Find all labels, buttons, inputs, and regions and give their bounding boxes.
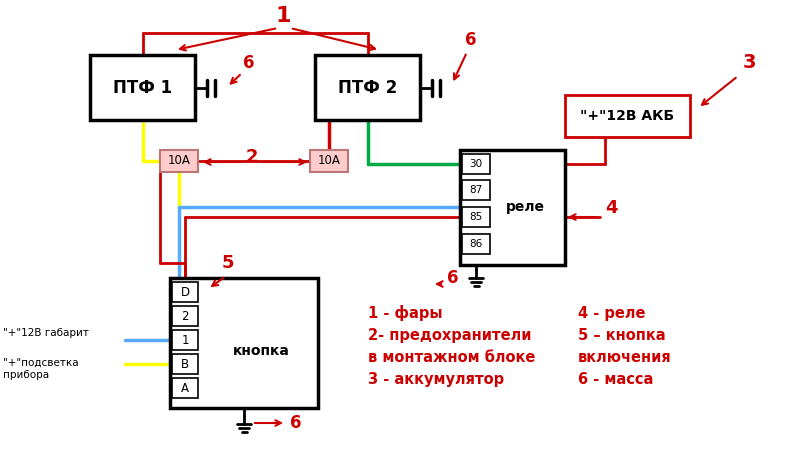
Text: 1 - фары: 1 - фары [368,305,442,321]
Text: 2: 2 [182,310,189,322]
Text: 2- предохранители: 2- предохранители [368,328,531,343]
Text: 1: 1 [275,6,290,26]
Text: 3: 3 [743,53,757,72]
Text: 10A: 10A [318,155,341,167]
Text: 85: 85 [470,212,482,222]
Bar [462,207,490,227]
Bar [310,150,348,172]
Text: 3 - аккумулятор: 3 - аккумулятор [368,372,504,387]
Text: A: A [181,382,189,394]
Text: включения: включения [578,350,672,365]
Bar [462,234,490,254]
Text: 6 - масса: 6 - масса [578,372,654,387]
Text: 2: 2 [246,148,258,166]
Bar [565,95,690,137]
Bar [315,55,420,120]
Bar [172,282,198,302]
Bar [462,180,490,200]
Bar [172,354,198,374]
Text: в монтажном блоке: в монтажном блоке [368,350,535,365]
Bar [172,306,198,326]
Bar [90,55,195,120]
Bar [170,278,318,408]
Text: ПТФ 2: ПТФ 2 [338,79,397,97]
Text: 86: 86 [470,239,482,249]
Text: 1: 1 [182,334,189,346]
Bar [462,154,490,174]
Text: 6: 6 [465,31,477,49]
Text: D: D [181,285,190,299]
Text: "+"подсветка: "+"подсветка [3,358,78,368]
Text: "+"12В габарит: "+"12В габарит [3,328,89,338]
Text: "+"12В АКБ: "+"12В АКБ [581,109,674,123]
Text: 87: 87 [470,185,482,195]
Text: кнопка: кнопка [234,344,290,358]
Bar [160,150,198,172]
Text: 6: 6 [243,54,254,72]
Bar [460,150,565,265]
Text: 5: 5 [222,254,234,272]
Text: 4 - реле: 4 - реле [578,306,646,321]
Text: B: B [181,357,189,371]
Text: реле: реле [506,201,545,215]
Text: 4: 4 [605,199,618,217]
Text: ПТФ 1: ПТФ 1 [113,79,172,97]
Text: 5 – кнопка: 5 – кнопка [578,328,666,343]
Text: 30: 30 [470,159,482,169]
Text: 10A: 10A [167,155,190,167]
Bar [172,378,198,398]
Text: прибора: прибора [3,370,49,380]
Bar [172,330,198,350]
Text: 6: 6 [290,414,302,432]
Text: 6: 6 [447,269,458,287]
